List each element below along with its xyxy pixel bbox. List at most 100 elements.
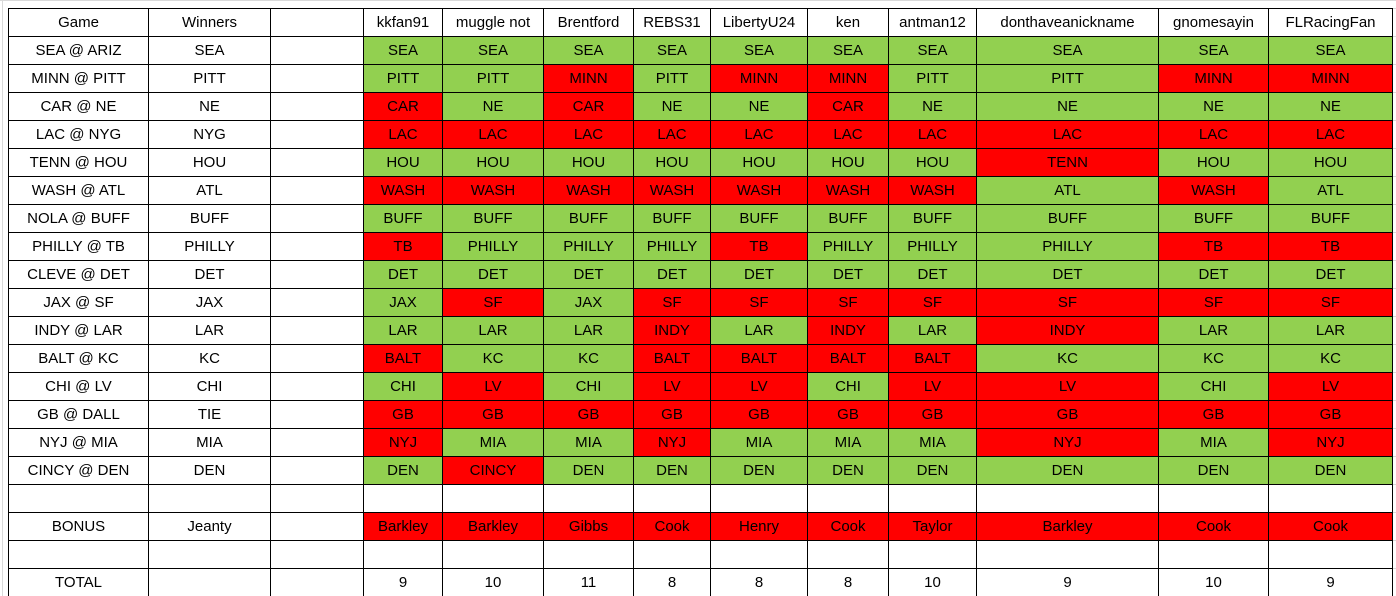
pick-cell[interactable]: NYJ	[1268, 428, 1393, 457]
pick-cell[interactable]: HOU	[710, 148, 808, 177]
pick-cell[interactable]: SF	[1268, 288, 1393, 317]
spacer-cell[interactable]	[270, 176, 364, 205]
spacer-cell[interactable]	[270, 92, 364, 121]
pick-cell[interactable]: CAR	[807, 92, 889, 121]
total-value-cell[interactable]: 10	[442, 568, 544, 596]
pick-cell[interactable]: BALT	[363, 344, 443, 373]
empty-cell[interactable]	[633, 540, 711, 569]
winners-column-header[interactable]: Winners	[148, 8, 271, 37]
pick-cell[interactable]: MINN	[1158, 64, 1269, 93]
pick-cell[interactable]: KC	[543, 344, 634, 373]
empty-cell[interactable]	[363, 540, 443, 569]
total-value-cell[interactable]: 10	[888, 568, 977, 596]
pick-cell[interactable]: INDY	[633, 316, 711, 345]
player-column-header[interactable]: kkfan91	[363, 8, 443, 37]
empty-cell[interactable]	[807, 540, 889, 569]
winner-cell[interactable]: DET	[148, 260, 271, 289]
pick-cell[interactable]: SEA	[1268, 36, 1393, 65]
pick-cell[interactable]: SF	[633, 288, 711, 317]
pick-cell[interactable]: NE	[1268, 92, 1393, 121]
pick-cell[interactable]: LAC	[976, 120, 1159, 149]
bonus-pick-cell[interactable]: Barkley	[442, 512, 544, 541]
pick-cell[interactable]: TB	[363, 232, 443, 261]
pick-cell[interactable]: DET	[888, 260, 977, 289]
pick-cell[interactable]: LAR	[1268, 316, 1393, 345]
pick-cell[interactable]: LAR	[888, 316, 977, 345]
empty-cell[interactable]	[807, 484, 889, 513]
bonus-winner-cell[interactable]: Jeanty	[148, 512, 271, 541]
pick-cell[interactable]: SF	[807, 288, 889, 317]
bonus-pick-cell[interactable]: Barkley	[976, 512, 1159, 541]
pick-cell[interactable]: DET	[807, 260, 889, 289]
empty-cell[interactable]	[976, 540, 1159, 569]
pick-cell[interactable]: KC	[1158, 344, 1269, 373]
pick-cell[interactable]: TB	[710, 232, 808, 261]
total-winners-cell[interactable]	[148, 568, 271, 596]
pick-cell[interactable]: BUFF	[976, 204, 1159, 233]
pick-cell[interactable]: LV	[888, 372, 977, 401]
pick-cell[interactable]: DET	[633, 260, 711, 289]
game-cell[interactable]: INDY @ LAR	[8, 316, 149, 345]
pick-cell[interactable]: PHILLY	[807, 232, 889, 261]
pick-cell[interactable]: JAX	[363, 288, 443, 317]
pick-cell[interactable]: LAR	[710, 316, 808, 345]
game-column-header[interactable]: Game	[8, 8, 149, 37]
spacer-cell[interactable]	[270, 512, 364, 541]
pick-cell[interactable]: LAR	[442, 316, 544, 345]
pick-cell[interactable]: LAR	[543, 316, 634, 345]
winner-cell[interactable]: LAR	[148, 316, 271, 345]
pick-cell[interactable]: WASH	[363, 176, 443, 205]
bonus-pick-cell[interactable]: Barkley	[363, 512, 443, 541]
pick-cell[interactable]: SF	[710, 288, 808, 317]
pick-cell[interactable]: BALT	[710, 344, 808, 373]
pick-cell[interactable]: CAR	[363, 92, 443, 121]
pick-cell[interactable]: NYJ	[633, 428, 711, 457]
pick-cell[interactable]: MIA	[1158, 428, 1269, 457]
pick-cell[interactable]: LAC	[1268, 120, 1393, 149]
game-cell[interactable]: GB @ DALL	[8, 400, 149, 429]
game-cell[interactable]: TENN @ HOU	[8, 148, 149, 177]
pick-cell[interactable]: KC	[1268, 344, 1393, 373]
empty-cell[interactable]	[633, 484, 711, 513]
player-column-header[interactable]: antman12	[888, 8, 977, 37]
pick-cell[interactable]: TB	[1158, 232, 1269, 261]
pick-cell[interactable]: PHILLY	[633, 232, 711, 261]
spacer-cell[interactable]	[270, 260, 364, 289]
pick-cell[interactable]: WASH	[1158, 176, 1269, 205]
pick-cell[interactable]: LAR	[363, 316, 443, 345]
pick-cell[interactable]: LV	[633, 372, 711, 401]
pick-cell[interactable]: LAC	[807, 120, 889, 149]
pick-cell[interactable]: LAC	[888, 120, 977, 149]
pick-cell[interactable]: GB	[543, 400, 634, 429]
empty-cell[interactable]	[1268, 540, 1393, 569]
winner-cell[interactable]: HOU	[148, 148, 271, 177]
pick-cell[interactable]: LV	[442, 372, 544, 401]
pick-cell[interactable]: BALT	[633, 344, 711, 373]
pick-cell[interactable]: BUFF	[442, 204, 544, 233]
pick-cell[interactable]: ATL	[1268, 176, 1393, 205]
pick-cell[interactable]: HOU	[1158, 148, 1269, 177]
pick-cell[interactable]: GB	[633, 400, 711, 429]
pick-cell[interactable]: DEN	[633, 456, 711, 485]
player-column-header[interactable]: donthaveanickname	[976, 8, 1159, 37]
spacer-cell[interactable]	[270, 344, 364, 373]
pick-cell[interactable]: BALT	[807, 344, 889, 373]
pick-cell[interactable]: DET	[363, 260, 443, 289]
pick-cell[interactable]: PITT	[633, 64, 711, 93]
pick-cell[interactable]: BUFF	[633, 204, 711, 233]
empty-cell[interactable]	[442, 540, 544, 569]
pick-cell[interactable]: BUFF	[807, 204, 889, 233]
pick-cell[interactable]: NE	[1158, 92, 1269, 121]
pick-cell[interactable]: DEN	[1268, 456, 1393, 485]
pick-cell[interactable]: SEA	[363, 36, 443, 65]
pick-cell[interactable]: MINN	[807, 64, 889, 93]
spacer-cell[interactable]	[270, 120, 364, 149]
total-value-cell[interactable]: 8	[710, 568, 808, 596]
bonus-pick-cell[interactable]: Taylor	[888, 512, 977, 541]
pick-cell[interactable]: CHI	[1158, 372, 1269, 401]
pick-cell[interactable]: DEN	[543, 456, 634, 485]
spacer-cell[interactable]	[270, 428, 364, 457]
pick-cell[interactable]: LV	[710, 372, 808, 401]
pick-cell[interactable]: GB	[976, 400, 1159, 429]
player-column-header[interactable]: LibertyU24	[710, 8, 808, 37]
